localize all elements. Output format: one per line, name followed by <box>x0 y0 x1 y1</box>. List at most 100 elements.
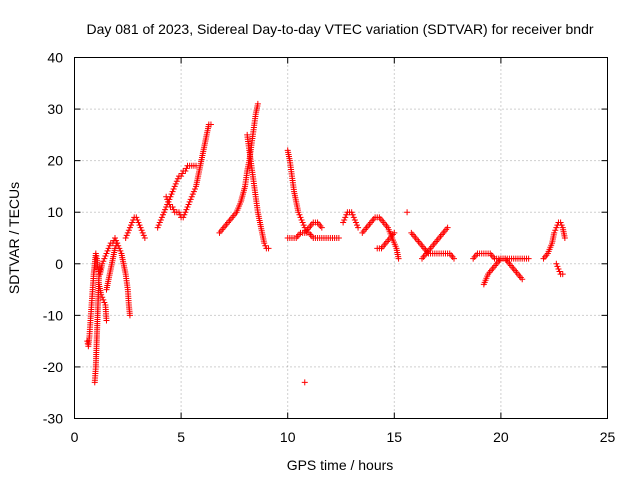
series-arc15 <box>374 229 398 252</box>
data-point <box>349 211 356 218</box>
data-point <box>161 209 168 216</box>
data-point <box>162 206 169 213</box>
data-point <box>174 175 181 182</box>
data-point <box>125 227 132 234</box>
data-point <box>299 219 306 226</box>
data-point <box>103 250 110 257</box>
data-point <box>343 211 350 218</box>
data-point <box>348 209 355 216</box>
data-point <box>155 222 162 229</box>
data-point <box>187 196 194 203</box>
data-point <box>183 165 190 172</box>
data-point <box>136 222 143 229</box>
series-arc16 <box>408 229 457 262</box>
data-point <box>557 219 564 226</box>
series-arc13 <box>340 209 362 231</box>
data-point <box>93 253 100 260</box>
x-tick-labels: 0 5 10 15 20 25 <box>71 429 616 445</box>
series-arc14 <box>359 214 402 262</box>
data-point <box>171 183 178 190</box>
data-point <box>182 209 189 216</box>
data-point <box>552 227 559 234</box>
data-point <box>296 211 303 218</box>
data-point <box>141 235 148 241</box>
data-point <box>181 211 188 218</box>
data-point <box>335 235 342 241</box>
data-point <box>355 224 362 231</box>
data-point <box>101 255 108 262</box>
data-point <box>99 294 106 301</box>
data-point <box>351 216 358 223</box>
series-arc19 <box>480 255 526 288</box>
data-point <box>191 186 198 193</box>
data-point <box>352 219 359 226</box>
data-point <box>106 242 113 249</box>
data-point <box>179 170 186 177</box>
data-point <box>178 173 185 180</box>
data-point <box>100 258 107 265</box>
data-point <box>117 247 124 254</box>
data-point <box>115 242 122 249</box>
data-point <box>126 312 133 319</box>
x-tick-label: 5 <box>177 429 185 445</box>
data-point <box>129 219 136 226</box>
data-point <box>261 240 268 247</box>
data-point <box>123 232 130 239</box>
data-point <box>262 242 269 249</box>
data-point <box>301 379 308 386</box>
data-point <box>404 209 411 216</box>
data-point <box>114 240 121 247</box>
axis-ticks <box>74 57 608 419</box>
data-point <box>551 229 558 236</box>
data-point <box>170 206 177 213</box>
data-point <box>165 198 172 205</box>
series-point2 <box>404 209 411 216</box>
data-point <box>554 263 561 270</box>
x-tick-label: 15 <box>387 429 403 445</box>
data-point <box>525 255 532 262</box>
data-point <box>163 193 170 200</box>
data-point <box>553 224 560 231</box>
data-point <box>154 224 161 231</box>
data-point <box>158 214 165 221</box>
data-point <box>559 271 566 278</box>
data-point <box>156 219 163 226</box>
data-point <box>265 245 272 252</box>
y-tick-label: -20 <box>43 359 63 375</box>
data-point <box>184 204 191 211</box>
data-point <box>168 191 175 198</box>
plot-frame <box>74 57 608 419</box>
data-point <box>137 224 144 231</box>
data-point <box>188 193 195 200</box>
data-point <box>127 222 134 229</box>
y-axis-label: SDTVAR / TECUs <box>6 182 22 294</box>
data-point <box>190 188 197 195</box>
data-point <box>185 201 192 208</box>
data-point <box>300 222 307 229</box>
data-point <box>295 209 302 216</box>
data-point <box>186 198 193 205</box>
series-arc5 <box>103 240 133 319</box>
data-point <box>391 229 398 236</box>
data-point <box>105 245 112 252</box>
data-point <box>298 216 305 223</box>
y-tick-label: 20 <box>47 153 63 169</box>
data-point <box>113 237 120 244</box>
data-point <box>558 222 565 229</box>
x-axis-label: GPS time / hours <box>287 457 394 473</box>
data-point <box>112 235 119 241</box>
data-point <box>98 291 105 298</box>
series-arc21 <box>553 260 566 278</box>
data-point <box>169 204 176 211</box>
y-tick-label: -30 <box>43 411 63 427</box>
series-arc10 <box>244 131 272 252</box>
data-point <box>553 260 560 267</box>
data-point <box>124 229 131 236</box>
data-point <box>182 167 189 174</box>
data-point <box>254 100 261 107</box>
data-point <box>122 235 129 241</box>
series-arc12 <box>284 219 325 241</box>
x-tick-label: 25 <box>600 429 616 445</box>
data-point <box>350 214 357 221</box>
